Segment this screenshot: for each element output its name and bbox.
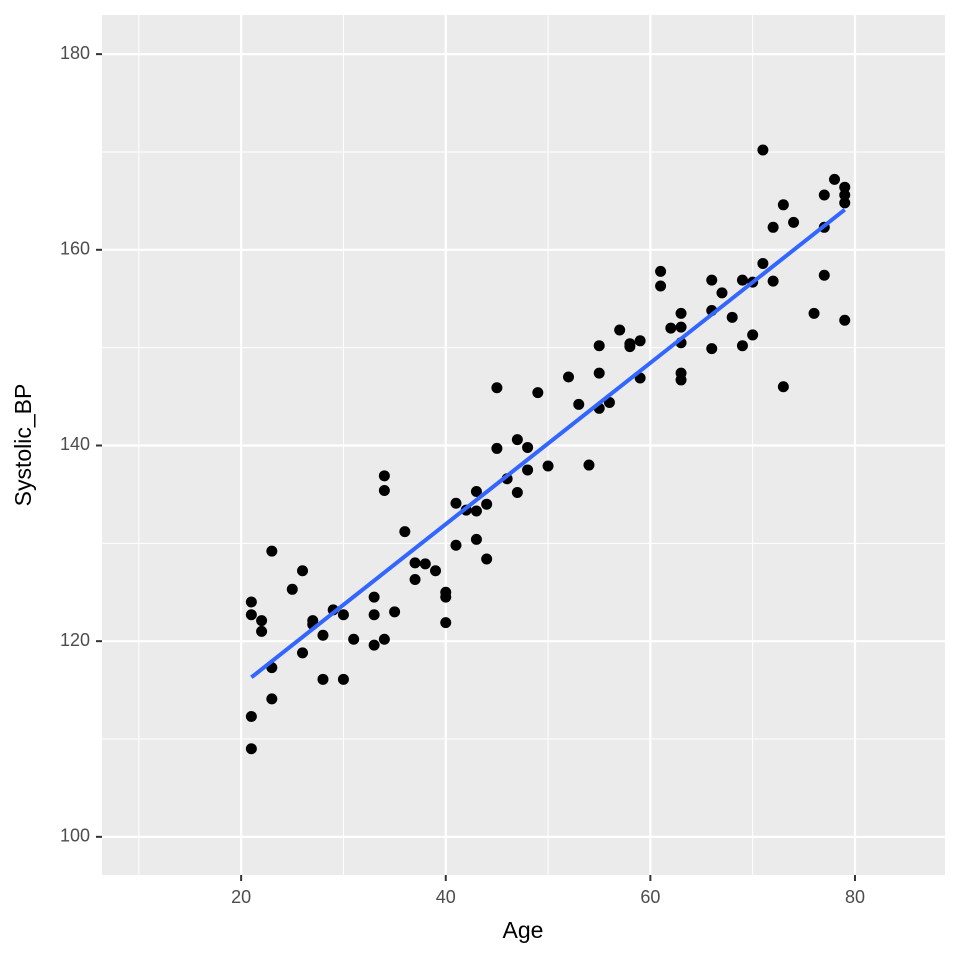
point [757, 144, 769, 156]
point [378, 484, 390, 496]
point [706, 343, 718, 355]
point [491, 442, 503, 454]
point [245, 609, 257, 621]
point [481, 553, 493, 565]
point [839, 189, 851, 201]
point [665, 322, 677, 334]
point [522, 464, 534, 476]
point [788, 216, 800, 228]
point [839, 197, 851, 209]
point [297, 647, 309, 659]
point [297, 565, 309, 577]
y-tick-label: 180 [60, 43, 90, 63]
point [368, 591, 380, 603]
point [706, 274, 718, 286]
point [583, 459, 595, 471]
fit-line [250, 208, 846, 679]
y-tick-label: 120 [60, 630, 90, 650]
point [317, 673, 329, 685]
point [563, 371, 575, 383]
x-axis-title: Age [503, 917, 544, 943]
point [450, 497, 462, 509]
point [470, 505, 482, 517]
point [245, 596, 257, 608]
point [767, 221, 779, 233]
point [573, 398, 585, 410]
x-tick-label: 60 [640, 887, 660, 907]
point [757, 258, 769, 270]
point [245, 711, 257, 723]
point [655, 280, 667, 292]
point [368, 639, 380, 651]
point [767, 275, 779, 287]
point [736, 340, 748, 352]
point [839, 181, 851, 193]
point [777, 199, 789, 211]
point [675, 374, 687, 386]
point [818, 189, 830, 201]
point [808, 307, 820, 319]
point [593, 367, 605, 379]
point [286, 583, 298, 595]
x-tick-label: 80 [845, 887, 865, 907]
point [266, 545, 278, 557]
point [368, 609, 380, 621]
point [378, 470, 390, 482]
point [389, 606, 401, 618]
point [430, 565, 442, 577]
point [511, 434, 523, 446]
point [634, 335, 646, 347]
point [593, 340, 605, 352]
y-axis-title: Systolic_BP [10, 384, 36, 507]
point [470, 533, 482, 545]
point [747, 329, 759, 341]
point [726, 311, 738, 323]
point [675, 307, 687, 319]
point [736, 274, 748, 286]
point [409, 574, 421, 586]
point [491, 382, 503, 394]
point [511, 486, 523, 498]
point [256, 625, 268, 637]
point [317, 629, 329, 641]
point [399, 526, 411, 538]
point [440, 591, 452, 603]
point [450, 539, 462, 551]
point [624, 341, 636, 353]
x-tick-label: 40 [436, 887, 456, 907]
point [266, 693, 278, 705]
point [337, 673, 349, 685]
point [256, 615, 268, 627]
point [440, 617, 452, 629]
y-tick-label: 140 [60, 434, 90, 454]
point [614, 324, 626, 336]
point [716, 287, 728, 299]
point [522, 441, 534, 453]
point [777, 381, 789, 393]
point [532, 387, 544, 399]
y-tick-label: 100 [60, 826, 90, 846]
point [378, 633, 390, 645]
point [829, 173, 841, 185]
point [245, 743, 257, 755]
point [470, 485, 482, 497]
point [839, 314, 851, 326]
point [818, 269, 830, 281]
point [409, 557, 421, 569]
point [481, 498, 493, 510]
y-tick-label: 160 [60, 239, 90, 259]
point [419, 558, 431, 570]
point [348, 633, 360, 645]
point [675, 321, 687, 333]
point [542, 460, 554, 472]
point [337, 609, 349, 621]
point [655, 265, 667, 277]
x-tick-label: 20 [231, 887, 251, 907]
